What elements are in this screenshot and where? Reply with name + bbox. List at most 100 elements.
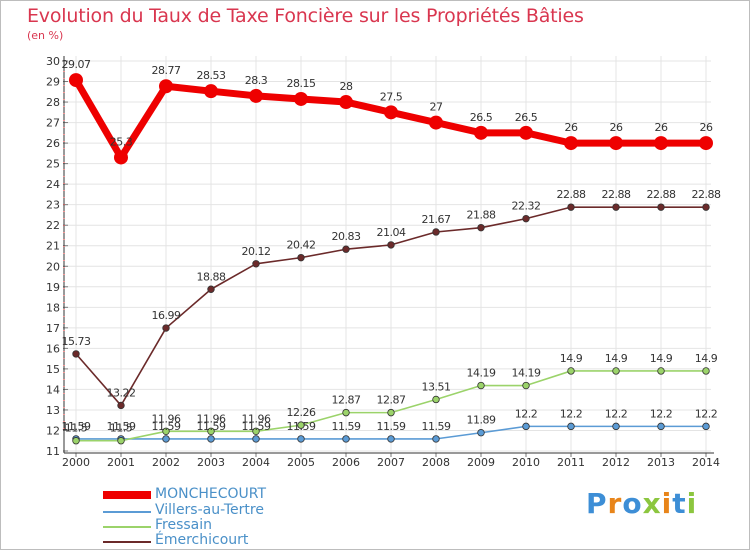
data-point-villers-au-tertre [567,422,575,431]
data-point--merchicourt [342,245,350,253]
y-tick-label: 21 [46,240,60,253]
data-label--merchicourt: 20.42 [287,239,316,252]
data-label-monchecourt: 26.5 [515,111,538,124]
data-label-fressain: 12.87 [332,394,361,407]
legend-label: Villers-au-Tertre [155,502,264,518]
y-tick-label: 26 [46,137,60,150]
data-label-fressain: 14.9 [650,352,673,365]
data-label-fressain: 14.19 [512,367,541,380]
unit-label: (en %) [27,29,64,42]
data-label--merchicourt: 22.32 [512,200,541,213]
data-label-villers-au-tertre: 11.59 [422,420,451,433]
data-point--merchicourt [72,350,80,358]
x-tick-label: 2014 [692,456,720,469]
data-label-monchecourt: 28.3 [245,74,268,87]
data-point-fressain [432,395,440,404]
x-tick-label: 2008 [422,456,450,469]
data-label-monchecourt: 26 [565,121,578,134]
data-point-fressain [387,408,395,417]
data-point-monchecourt [609,136,623,151]
data-label-villers-au-tertre: 11.59 [377,420,406,433]
data-point-villers-au-tertre [162,435,170,443]
chart-title: Evolution du Taux de Taxe Foncière sur l… [27,5,584,27]
data-label--merchicourt: 22.88 [647,188,676,201]
data-label-monchecourt: 27.5 [380,90,403,103]
x-tick-label: 2000 [62,456,90,469]
data-label--merchicourt: 20.12 [242,245,271,258]
data-label-fressain: 11.96 [242,412,271,425]
y-tick-label: 11 [46,445,60,458]
y-tick-label: 15 [46,363,60,376]
data-label--merchicourt: 21.88 [467,209,496,222]
data-label-fressain: 12.87 [377,394,406,407]
data-point-monchecourt [249,88,263,103]
data-point-monchecourt [114,150,128,165]
y-tick-label: 19 [46,281,60,294]
data-point-villers-au-tertre [702,422,710,431]
data-point-fressain [117,437,125,445]
data-point--merchicourt [297,253,305,262]
data-point--merchicourt [612,203,620,211]
data-point-villers-au-tertre [477,429,485,437]
data-label-monchecourt: 26 [700,121,713,134]
data-point-fressain [657,367,665,375]
y-tick-label: 16 [46,342,60,355]
data-point-fressain [342,408,350,417]
legend-swatch [103,491,151,499]
data-point-fressain [522,381,530,390]
x-tick-label: 2001 [107,456,135,469]
data-point-villers-au-tertre [432,435,440,443]
data-point-villers-au-tertre [387,435,395,443]
y-tick-label: 28 [46,96,60,109]
data-label--merchicourt: 22.88 [602,188,631,201]
legend-label: MONCHECOURT [155,486,267,502]
data-point--merchicourt [522,214,530,223]
data-labels: 29.07 25.3 28.77 28.53 28.3 28.15 28 27.5 27 26.5… [62,58,722,435]
data-point--merchicourt [252,260,260,268]
data-label-fressain: 11.5 [65,422,88,435]
x-tick-label: 2005 [287,456,315,469]
data-label-villers-au-tertre: 11.59 [107,420,136,433]
data-label-villers-au-tertre: 11.59 [332,420,361,433]
legend-swatch [103,526,151,528]
legend-label: Fressain [155,517,213,533]
data-point-villers-au-tertre [342,435,350,443]
y-tick-label: 23 [46,199,60,212]
data-point-villers-au-tertre [657,422,665,431]
data-label--merchicourt: 22.88 [557,188,586,201]
x-tick-label: 2004 [242,456,270,469]
data-label-monchecourt: 25.3 [110,135,133,148]
data-point--merchicourt [117,401,125,410]
data-point--merchicourt [477,223,485,232]
y-tick-label: 29 [46,76,60,89]
y-tick-label: 27 [46,117,60,130]
x-tick-label: 2013 [647,456,675,469]
data-label--merchicourt: 21.04 [377,226,406,239]
brand-logo: Proxiti [586,487,698,520]
x-tick-label: 2010 [512,456,540,469]
x-tick-label: 2006 [332,456,360,469]
data-point--merchicourt [207,285,215,293]
data-label-monchecourt: 26 [610,121,623,134]
x-tick-label: 2012 [602,456,630,469]
data-point-fressain [612,367,620,375]
data-label-villers-au-tertre: 12.2 [695,407,718,420]
data-label--merchicourt: 15.73 [62,335,91,348]
y-tick-label: 20 [46,260,60,273]
data-label-villers-au-tertre: 11.89 [467,414,496,427]
data-label-monchecourt: 28.15 [287,77,316,90]
data-label-fressain: 14.9 [695,352,718,365]
data-label-villers-au-tertre: 12.2 [515,407,538,420]
data-label--merchicourt: 22.88 [692,188,721,201]
data-point-monchecourt [429,115,443,130]
data-point-monchecourt [384,105,398,120]
data-label-monchecourt: 28 [340,80,353,93]
y-tick-label: 25 [46,158,60,171]
data-point-fressain [252,427,260,435]
data-label-fressain: 13.51 [422,380,451,393]
data-point-fressain [567,367,575,375]
data-point-fressain [72,437,80,445]
data-label-villers-au-tertre: 11.59 [152,420,181,433]
legend-label: Émerchicourt [155,532,249,548]
